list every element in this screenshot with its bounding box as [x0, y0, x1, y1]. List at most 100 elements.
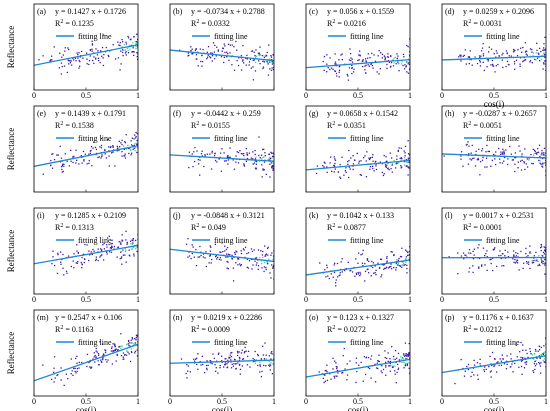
scatter-point: [376, 362, 378, 364]
scatter-point: [238, 263, 241, 265]
scatter-point: [101, 355, 104, 357]
legend-label: fitting line: [78, 338, 112, 347]
scatter-point: [227, 359, 229, 362]
scatter-point: [379, 161, 381, 163]
scatter-point: [52, 250, 54, 252]
panel-label: (p): [445, 313, 455, 322]
scatter-point: [542, 163, 544, 165]
scatter-point: [390, 61, 393, 64]
scatter-point: [515, 59, 518, 61]
scatter-point: [544, 36, 546, 38]
scatter-point: [209, 359, 211, 362]
scatter-point: [107, 237, 109, 239]
scatter-point: [136, 132, 138, 135]
scatter-point: [477, 247, 479, 249]
scatter-point: [102, 64, 105, 67]
scatter-point: [361, 253, 364, 255]
scatter-point: [401, 158, 403, 160]
scatter-point: [246, 266, 248, 268]
scatter-point: [189, 371, 192, 373]
scatter-point: [529, 245, 531, 247]
scatter-point: [384, 59, 386, 61]
scatter-point: [121, 263, 123, 265]
scatter-point: [389, 358, 391, 360]
x-axis-label: cos(i): [348, 405, 369, 411]
scatter-point: [253, 162, 256, 164]
fitting-line: [306, 58, 410, 69]
scatter-point: [335, 375, 337, 377]
panel-label: (m): [37, 313, 49, 322]
scatter-point: [186, 377, 188, 379]
scatter-point: [359, 273, 362, 275]
scatter-point: [358, 162, 360, 164]
r-squared: R2 = 0.0351: [327, 121, 366, 130]
scatter-point: [225, 256, 227, 258]
scatter-point: [477, 157, 479, 160]
scatter-point: [225, 253, 228, 255]
scatter-point: [536, 151, 538, 154]
scatter-point: [339, 163, 341, 166]
scatter-point: [201, 60, 204, 63]
scatter-point: [259, 46, 261, 48]
scatter-point: [468, 249, 471, 251]
scatter-point: [399, 264, 401, 267]
scatter-point: [348, 166, 350, 168]
scatter-point: [372, 153, 374, 156]
scatter-point: [357, 271, 359, 274]
scatter-point: [394, 349, 397, 352]
scatter-point: [194, 49, 197, 52]
scatter-point: [488, 365, 490, 368]
scatter-point: [65, 270, 68, 272]
scatter-point: [97, 156, 99, 159]
scatter-point: [209, 245, 211, 247]
scatter-point: [357, 59, 359, 62]
scatter-point: [258, 154, 260, 157]
scatter-point: [100, 157, 102, 159]
scatter-point: [263, 169, 265, 171]
scatter-point: [500, 257, 502, 260]
plot-frame: [441, 309, 547, 397]
scatter-point: [76, 355, 78, 358]
scatter-point: [334, 61, 337, 63]
scatter-point: [255, 163, 258, 165]
scatter-point: [272, 169, 274, 171]
scatter-point: [136, 142, 138, 144]
scatter-point: [235, 155, 237, 157]
scatter-point: [341, 258, 343, 260]
scatter-point: [333, 164, 335, 167]
scatter-point: [334, 159, 337, 161]
scatter-point: [382, 368, 385, 371]
scatter-point: [490, 262, 492, 265]
scatter-point: [228, 356, 230, 359]
x-tick-label: 0: [168, 397, 172, 406]
scatter-point: [271, 157, 273, 159]
scatter-point: [500, 151, 502, 153]
scatter-point: [465, 144, 467, 146]
scatter-point: [478, 148, 480, 151]
scatter-point: [339, 274, 341, 276]
scatter-point: [535, 59, 537, 61]
scatter-point: [223, 56, 226, 59]
scatter-point: [220, 251, 222, 253]
scatter-point: [398, 359, 401, 361]
scatter-point: [384, 58, 387, 60]
scatter-point: [209, 254, 211, 256]
scatter-point: [376, 71, 378, 73]
scatter-point: [369, 156, 372, 159]
scatter-point: [362, 60, 364, 62]
scatter-point: [202, 256, 205, 258]
scatter-point: [398, 62, 400, 65]
scatter-point: [381, 371, 383, 374]
scatter-point: [341, 156, 343, 158]
scatter-point: [108, 235, 110, 237]
scatter-point: [334, 53, 336, 55]
scatter-point: [404, 145, 407, 148]
scatter-point: [460, 158, 462, 160]
scatter-point: [120, 256, 123, 258]
scatter-point: [391, 251, 393, 253]
panel-label: (g): [309, 109, 319, 118]
scatter-point: [507, 63, 510, 66]
scatter-point: [538, 345, 541, 347]
